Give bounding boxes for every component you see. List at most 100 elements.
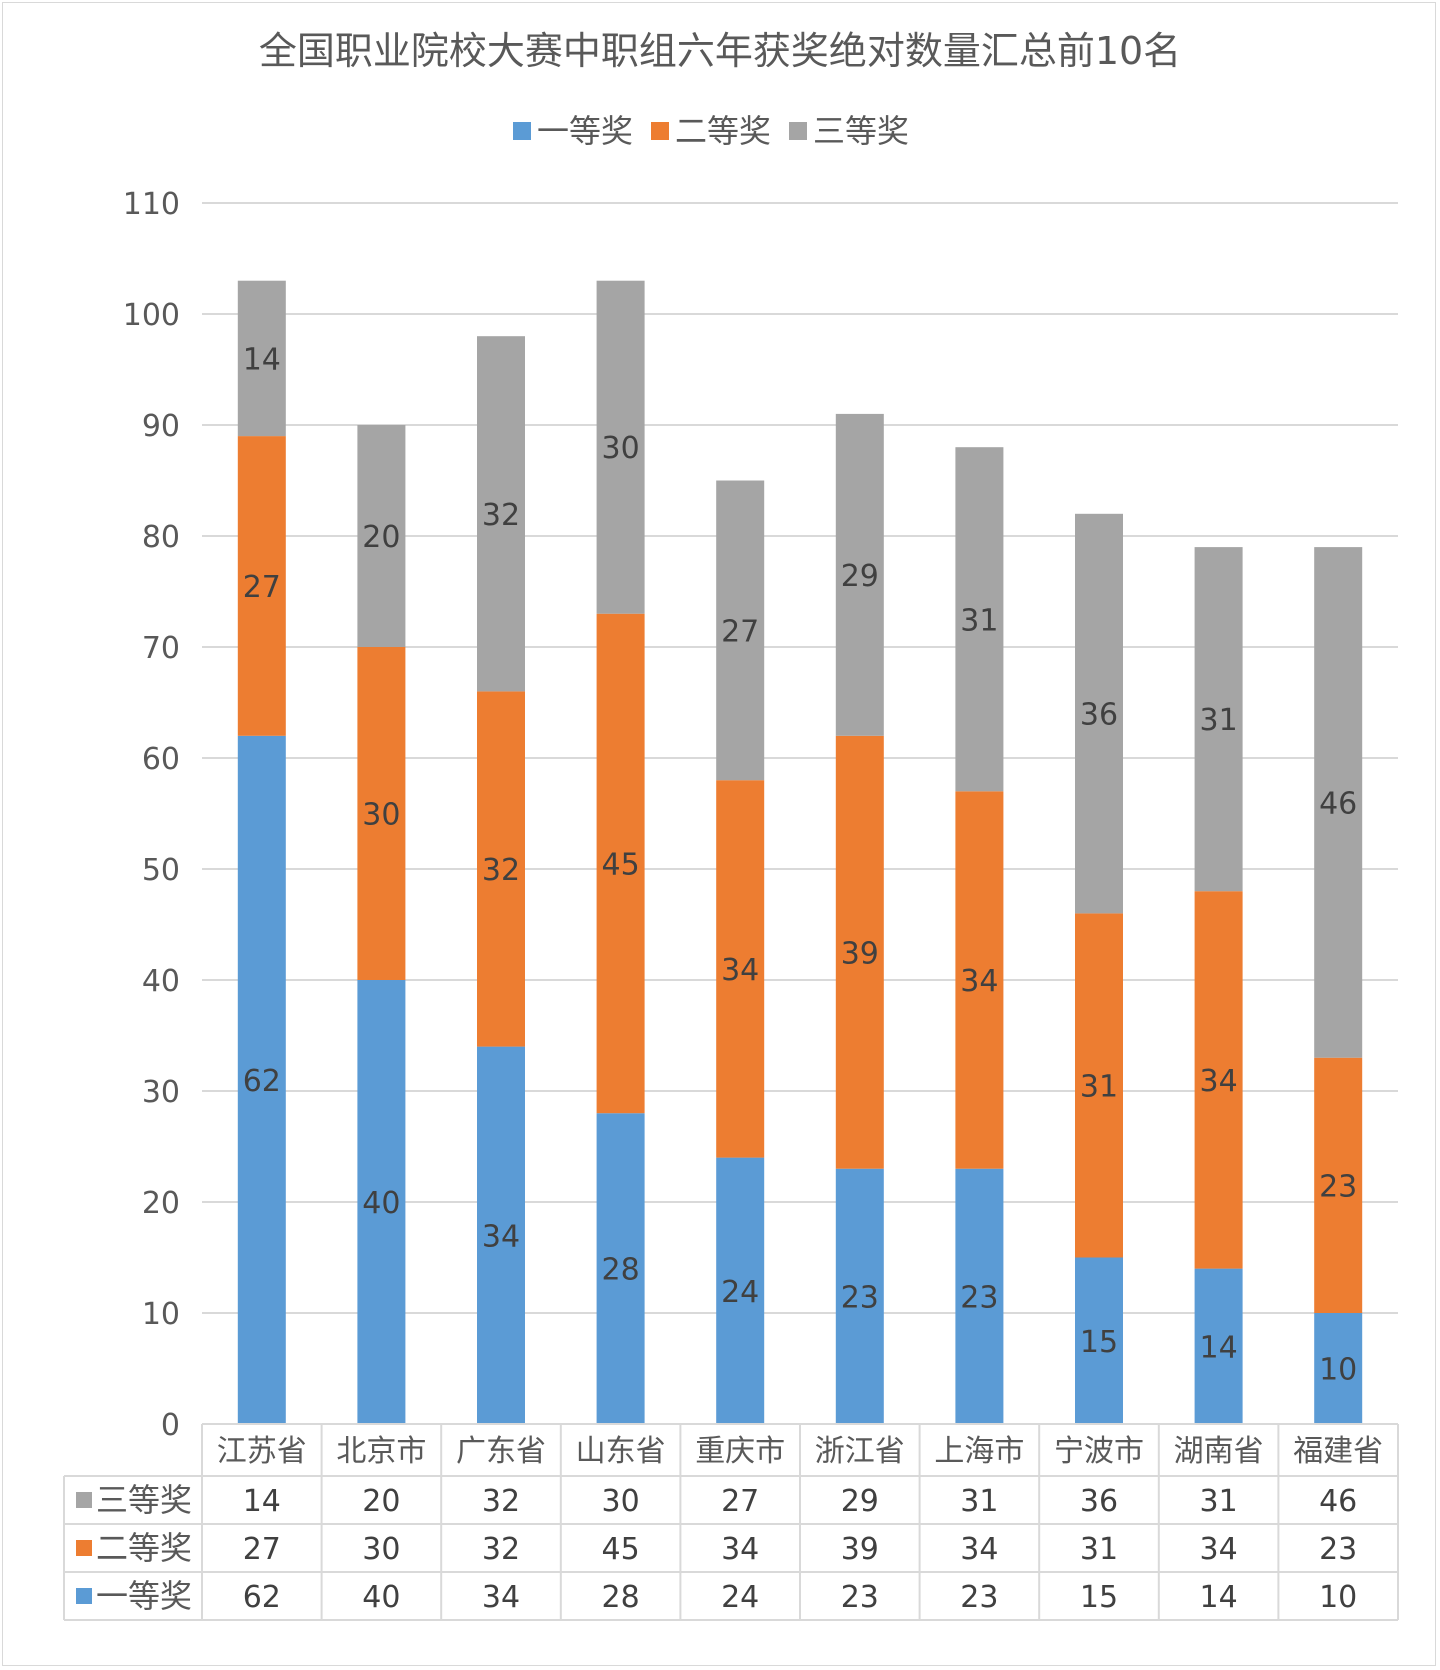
data-label: 23 <box>1319 1169 1357 1204</box>
bar-segment <box>477 1046 525 1424</box>
legend-swatch <box>651 122 669 140</box>
data-label: 40 <box>362 1186 400 1221</box>
category-label: 宁波市 <box>1054 1434 1144 1469</box>
bar-segment <box>237 280 286 437</box>
legend-label: 一等奖 <box>537 112 633 150</box>
data-label: 30 <box>602 431 640 466</box>
data-label: 32 <box>482 498 520 533</box>
table-cell: 28 <box>602 1580 640 1615</box>
y-tick-label: 110 <box>123 187 180 222</box>
y-tick-label: 10 <box>142 1297 180 1332</box>
table-cell: 31 <box>1080 1532 1118 1567</box>
table-cell: 15 <box>1080 1580 1118 1615</box>
table-cell: 27 <box>721 1484 759 1519</box>
y-tick-label: 60 <box>142 742 180 777</box>
category-label: 广东省 <box>456 1434 546 1469</box>
table-cell: 23 <box>960 1580 998 1615</box>
table-cell: 32 <box>482 1532 520 1567</box>
bar-segment <box>1075 513 1123 914</box>
table-cell: 14 <box>243 1484 281 1519</box>
table-cell: 34 <box>721 1532 759 1567</box>
legend-item: 一等奖 <box>513 112 633 150</box>
table-cell: 23 <box>841 1580 879 1615</box>
bars <box>237 280 1363 1424</box>
table-cell: 31 <box>1200 1484 1238 1519</box>
category-label: 浙江省 <box>815 1434 905 1469</box>
bar-segment <box>596 613 645 1114</box>
table-cell: 62 <box>243 1580 281 1615</box>
table-cell: 23 <box>1319 1532 1357 1567</box>
table-cell: 40 <box>362 1580 400 1615</box>
bar-segment <box>955 1168 1004 1424</box>
legend: 一等奖 二等奖 三等奖 <box>513 112 909 150</box>
bar-segment <box>716 1157 765 1424</box>
data-label: 31 <box>1200 703 1238 738</box>
data-label: 46 <box>1319 786 1357 821</box>
table-cell: 29 <box>841 1484 879 1519</box>
y-tick-label: 90 <box>142 409 180 444</box>
data-label: 31 <box>1080 1069 1118 1104</box>
bar-segment <box>955 447 1004 792</box>
data-label: 29 <box>841 559 879 594</box>
category-label: 北京市 <box>336 1434 426 1469</box>
data-label: 24 <box>721 1275 759 1310</box>
data-label: 27 <box>721 614 759 649</box>
table-legend-key <box>76 1540 92 1556</box>
table-cell: 45 <box>602 1532 640 1567</box>
table-cell: 20 <box>362 1484 400 1519</box>
data-label: 23 <box>960 1280 998 1315</box>
data-label: 36 <box>1080 698 1118 733</box>
bar-segment <box>1314 1057 1363 1313</box>
category-label: 上海市 <box>934 1434 1024 1469</box>
table-cell: 46 <box>1319 1484 1357 1519</box>
bar-segment <box>1194 1268 1243 1424</box>
table-cell: 34 <box>1200 1532 1238 1567</box>
table-cell: 27 <box>243 1532 281 1567</box>
table-cell: 36 <box>1080 1484 1118 1519</box>
table-cell: 10 <box>1319 1580 1357 1615</box>
category-label: 江苏省 <box>217 1434 307 1469</box>
legend-swatch <box>789 122 807 140</box>
bar-segment <box>596 280 645 614</box>
bar-segment <box>357 425 406 647</box>
y-axis-ticks: 0 10 20 30 40 50 60 70 80 90 100 110 <box>123 187 180 1443</box>
bar-segment <box>716 780 765 1158</box>
bar-segment <box>357 647 406 980</box>
data-label: 34 <box>960 964 998 999</box>
data-label: 15 <box>1080 1325 1118 1360</box>
bar-segment <box>835 1168 884 1424</box>
y-tick-label: 40 <box>142 964 180 999</box>
data-label: 23 <box>841 1280 879 1315</box>
table-cell: 14 <box>1200 1580 1238 1615</box>
legend-item: 三等奖 <box>789 112 909 150</box>
table-row-header: 一等奖 <box>96 1577 192 1615</box>
bar-segment <box>835 735 884 1169</box>
data-label: 34 <box>482 1219 520 1254</box>
table-cell: 39 <box>841 1532 879 1567</box>
y-tick-label: 50 <box>142 853 180 888</box>
data-label: 62 <box>243 1064 281 1099</box>
legend-label: 二等奖 <box>675 112 771 150</box>
chart-title: 全国职业院校大赛中职组六年获奖绝对数量汇总前10名 <box>259 29 1181 73</box>
table-cell: 34 <box>960 1532 998 1567</box>
bar-segment <box>1194 547 1243 892</box>
bar-segment <box>1314 547 1363 1058</box>
data-label: 10 <box>1319 1353 1357 1388</box>
data-label: 39 <box>841 936 879 971</box>
bar-segment <box>477 336 525 692</box>
bar-segment <box>1075 1257 1123 1424</box>
table-cell: 31 <box>960 1484 998 1519</box>
legend-item: 二等奖 <box>651 112 771 150</box>
data-label: 14 <box>1200 1330 1238 1365</box>
category-label: 福建省 <box>1293 1434 1383 1469</box>
table-cell: 30 <box>602 1484 640 1519</box>
table-cell: 32 <box>482 1484 520 1519</box>
bar-segment <box>477 691 525 1047</box>
bar-segment <box>1194 891 1243 1269</box>
table-row-header: 二等奖 <box>96 1529 192 1567</box>
data-label: 34 <box>721 953 759 988</box>
data-label: 20 <box>362 520 400 555</box>
category-label: 山东省 <box>576 1434 666 1469</box>
